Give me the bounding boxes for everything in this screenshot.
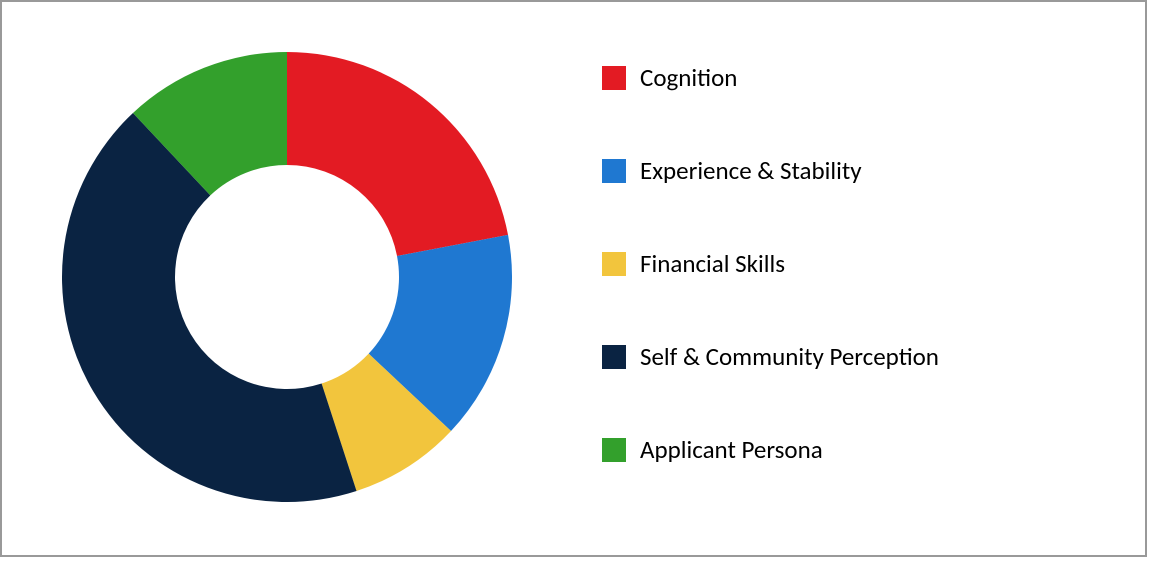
legend-label-1: Experience & Stability	[640, 155, 862, 186]
legend-item-4: Applicant Persona	[602, 434, 1102, 465]
donut-slice-0	[287, 52, 508, 256]
legend-item-3: Self & Community Perception	[602, 341, 1102, 372]
legend-swatch-4	[602, 438, 626, 462]
chart-container: Cognition Experience & Stability Financial…	[0, 0, 1147, 557]
donut-chart	[62, 52, 512, 502]
legend-swatch-2	[602, 252, 626, 276]
donut-svg	[62, 52, 512, 502]
chart-legend: Cognition Experience & Stability Financial…	[602, 62, 1102, 527]
legend-item-2: Financial Skills	[602, 248, 1102, 279]
legend-item-1: Experience & Stability	[602, 155, 1102, 186]
legend-item-0: Cognition	[602, 62, 1102, 93]
legend-swatch-3	[602, 345, 626, 369]
legend-label-2: Financial Skills	[640, 248, 785, 279]
legend-label-0: Cognition	[640, 62, 737, 93]
legend-label-4: Applicant Persona	[640, 434, 823, 465]
legend-swatch-1	[602, 159, 626, 183]
legend-label-3: Self & Community Perception	[640, 341, 939, 372]
legend-swatch-0	[602, 66, 626, 90]
